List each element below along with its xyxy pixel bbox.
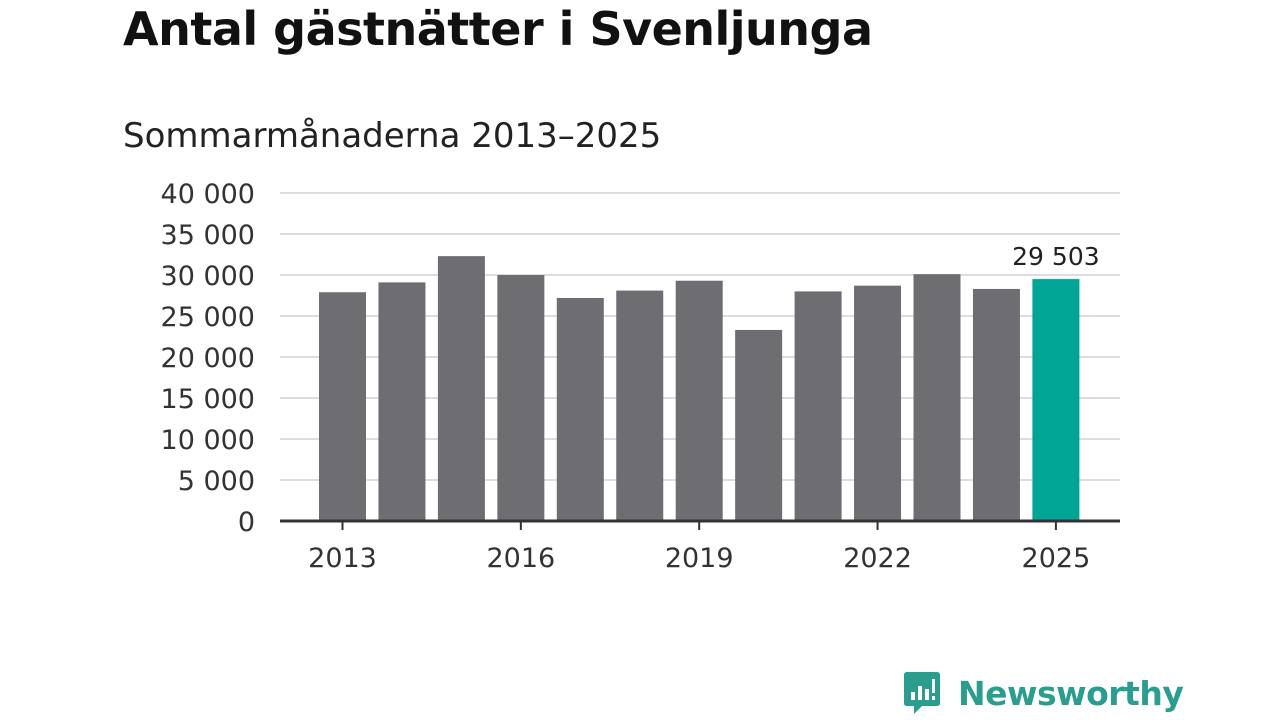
y-tick-label: 25 000 — [161, 302, 255, 333]
bar-2022 — [854, 285, 902, 521]
bar-2018 — [616, 290, 664, 521]
bar-2019 — [675, 280, 723, 521]
bar-2016 — [497, 275, 545, 521]
bar-2013 — [319, 292, 366, 521]
y-tick-label: 15 000 — [161, 384, 255, 415]
bar-2024 — [972, 288, 1020, 521]
chart-subtitle: Sommarmånaderna 2013–2025 — [123, 116, 662, 156]
data-label: 29 503 — [1012, 242, 1099, 271]
x-axis-ticks: 2013 2016 2019 2022 2025 — [308, 521, 1090, 574]
chart-title: Antal gästnätter i Svenljunga — [123, 2, 873, 56]
y-tick-label: 40 000 — [161, 179, 255, 210]
bar-2020 — [735, 329, 783, 521]
data-labels: 29 503 — [1012, 242, 1099, 271]
y-axis-ticks: 0 5 000 10 000 15 000 20 000 25 000 30 000 35 0… — [161, 179, 255, 538]
bar-2023 — [913, 274, 961, 521]
newsworthy-logo-icon — [904, 672, 940, 714]
y-tick-label: 5 000 — [178, 466, 255, 497]
bars — [319, 256, 1080, 521]
y-tick-label: 20 000 — [161, 343, 255, 374]
y-tick-label: 10 000 — [161, 425, 255, 456]
bar-2021 — [794, 291, 842, 521]
x-tick-label: 2022 — [843, 543, 912, 574]
logo-text: Newsworthy — [958, 673, 1184, 713]
y-tick-label: 35 000 — [161, 220, 255, 251]
bar-chart: 0 5 000 10 000 15 000 20 000 25 000 30 000 35 0… — [161, 179, 1120, 574]
bar-2017 — [556, 297, 604, 521]
y-tick-label: 30 000 — [161, 261, 255, 292]
x-tick-label: 2016 — [486, 543, 555, 574]
bar-2015 — [437, 256, 485, 521]
x-tick-label: 2019 — [665, 543, 734, 574]
bar-2025 — [1032, 279, 1080, 521]
x-tick-label: 2025 — [1022, 543, 1091, 574]
x-tick-label: 2013 — [308, 543, 377, 574]
bar-2014 — [378, 282, 426, 521]
y-tick-label: 0 — [238, 507, 255, 538]
newsworthy-logo: Newsworthy — [902, 670, 1184, 716]
